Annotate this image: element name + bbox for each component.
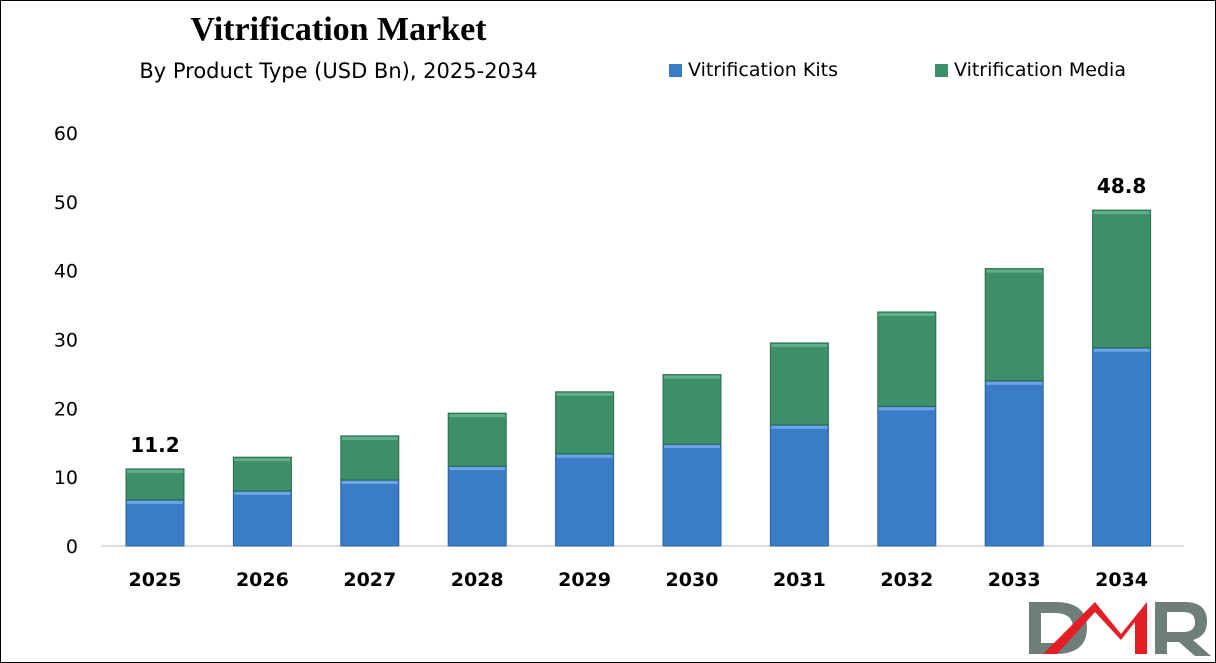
bar-highlight bbox=[878, 407, 935, 411]
bar-highlight bbox=[1093, 211, 1150, 215]
bar-highlight bbox=[449, 414, 506, 418]
bar-highlight bbox=[771, 343, 828, 347]
bar-media-2031 bbox=[769, 342, 829, 426]
legend-item-kits: Vitrification Kits bbox=[669, 59, 838, 81]
bar-kits-2027 bbox=[340, 479, 400, 547]
y-tick-label: 10 bbox=[54, 467, 78, 489]
bar-highlight bbox=[664, 445, 720, 449]
bar-highlight bbox=[449, 467, 506, 471]
bar-media-2034 bbox=[1092, 209, 1152, 349]
y-tick-label: 20 bbox=[54, 398, 78, 420]
bar-highlight bbox=[556, 392, 613, 396]
bar-highlight bbox=[341, 480, 398, 484]
legend-label-kits: Vitrification Kits bbox=[688, 59, 838, 81]
chart-subtitle: By Product Type (USD Bn), 2025-2034 bbox=[139, 59, 538, 83]
bar-media-2029 bbox=[555, 391, 615, 455]
y-tick-label: 60 bbox=[54, 123, 78, 145]
bar-media-2026 bbox=[232, 456, 292, 492]
bar-kits-2025 bbox=[125, 499, 185, 547]
bar-kits-2031 bbox=[769, 424, 829, 547]
bar-highlight bbox=[986, 381, 1043, 385]
x-tick-label: 2025 bbox=[129, 569, 182, 591]
bar-highlight bbox=[234, 458, 291, 462]
bar-highlight bbox=[986, 269, 1043, 273]
legend-label-media: Vitrification Media bbox=[954, 59, 1126, 81]
bar-kits-2029 bbox=[555, 453, 615, 547]
x-tick-label: 2031 bbox=[773, 569, 826, 591]
bar-highlight bbox=[664, 375, 720, 379]
bar-highlight bbox=[1093, 348, 1150, 352]
x-tick-label: 2033 bbox=[988, 569, 1041, 591]
x-tick-label: 2027 bbox=[343, 569, 396, 591]
bar-media-2030 bbox=[662, 374, 722, 445]
y-tick-label: 0 bbox=[66, 536, 78, 558]
data-label: 48.8 bbox=[1097, 174, 1146, 198]
x-tick-label: 2026 bbox=[236, 569, 289, 591]
bar-highlight bbox=[878, 312, 935, 316]
bar-media-2028 bbox=[447, 412, 507, 467]
dmr-logo bbox=[1029, 602, 1211, 656]
chart-title: Vitrification Market bbox=[190, 11, 487, 48]
bar-media-2032 bbox=[877, 311, 937, 407]
legend-swatch-media bbox=[935, 63, 948, 77]
bar-highlight bbox=[771, 425, 828, 429]
bar-kits-2032 bbox=[877, 405, 937, 547]
bar-highlight bbox=[234, 491, 291, 495]
bar-media-2027 bbox=[340, 435, 400, 481]
bar-kits-2026 bbox=[232, 490, 292, 547]
bar-kits-2033 bbox=[984, 380, 1044, 547]
y-tick-label: 40 bbox=[54, 261, 78, 283]
x-tick-label: 2028 bbox=[451, 569, 504, 591]
bar-highlight bbox=[127, 500, 183, 504]
bar-kits-2028 bbox=[447, 465, 507, 547]
bar-media-2033 bbox=[984, 268, 1044, 382]
bar-kits-2030 bbox=[662, 443, 722, 547]
y-tick-label: 50 bbox=[54, 192, 78, 214]
bar-highlight bbox=[127, 469, 183, 473]
legend-item-media: Vitrification Media bbox=[935, 59, 1126, 81]
bar-highlight bbox=[341, 436, 398, 440]
y-tick-label: 30 bbox=[54, 330, 78, 352]
x-tick-label: 2032 bbox=[880, 569, 933, 591]
x-tick-label: 2030 bbox=[666, 569, 719, 591]
legend-swatch-kits bbox=[669, 63, 682, 77]
x-tick-label: 2034 bbox=[1095, 569, 1148, 591]
bar-media-2025 bbox=[125, 468, 185, 501]
bar-highlight bbox=[556, 454, 613, 458]
x-tick-label: 2029 bbox=[558, 569, 611, 591]
data-label: 11.2 bbox=[130, 433, 179, 457]
bar-kits-2034 bbox=[1092, 347, 1152, 547]
